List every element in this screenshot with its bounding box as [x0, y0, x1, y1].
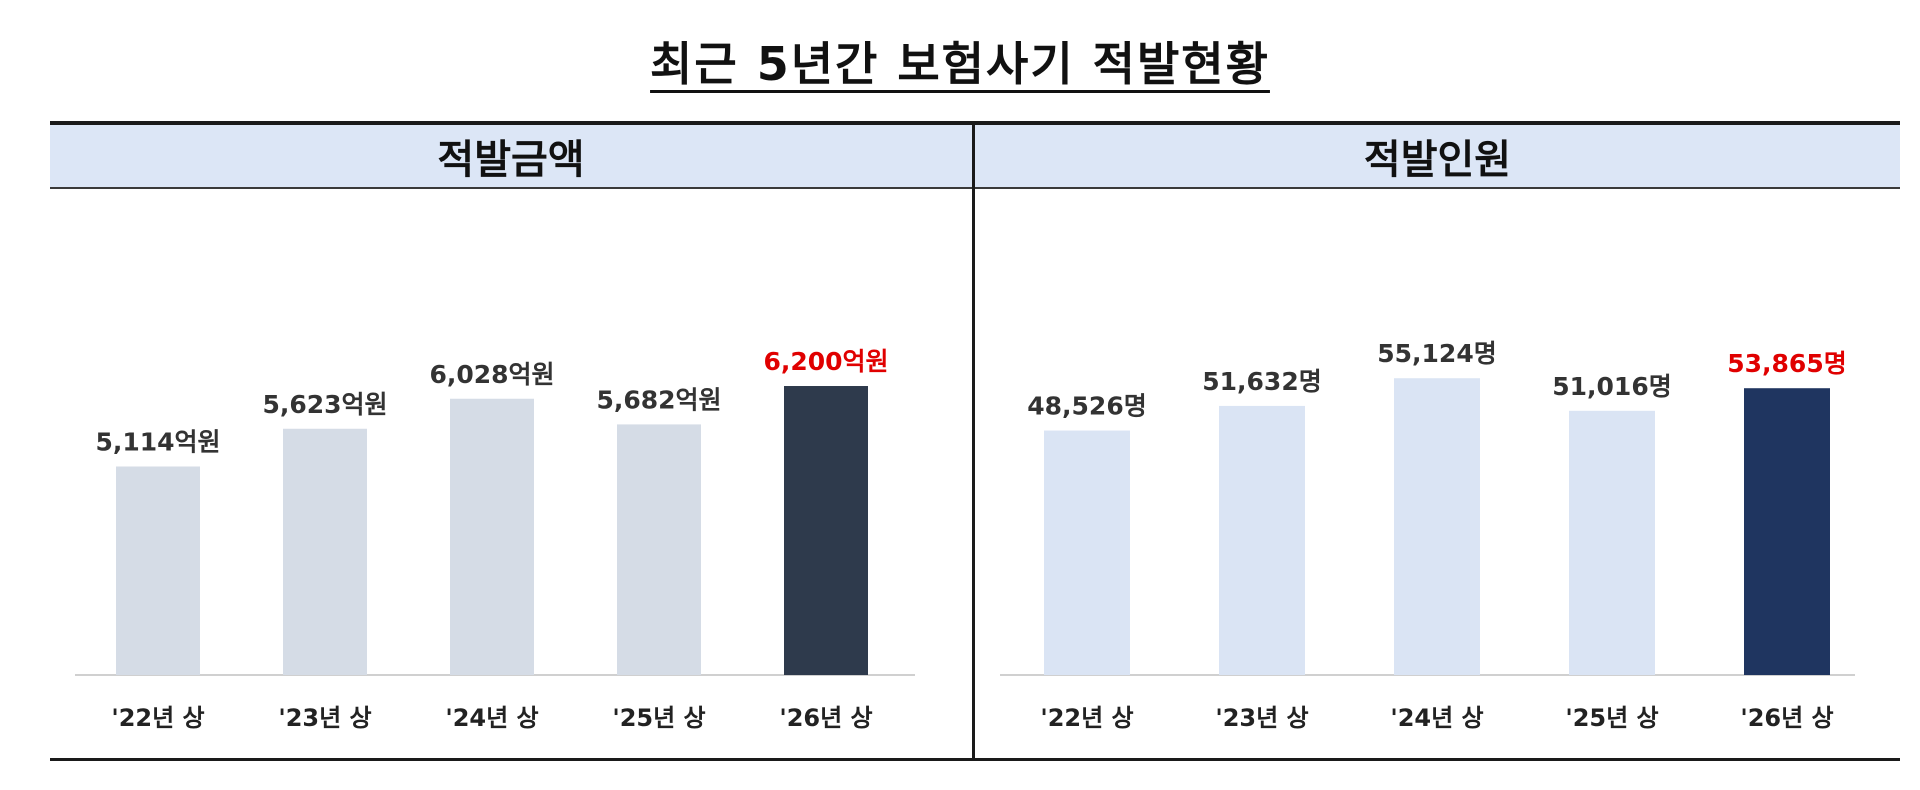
bar — [116, 466, 200, 675]
category-label: '25년 상 — [1565, 704, 1658, 732]
bar — [1394, 378, 1480, 675]
data-label: 5,682억원 — [596, 385, 721, 414]
data-label: 51,632명 — [1202, 367, 1321, 396]
amount-chart: 5,114억원 '22년 상 5,623억원 '23년 상 6,028억원 '24년 상 5… — [75, 347, 915, 732]
category-label: '26년 상 — [1740, 704, 1833, 732]
bar — [1569, 410, 1655, 675]
category-label: '25년 상 — [612, 704, 705, 732]
people-chart: 48,526명 '22년 상 51,632명 '23년 상 55,124명 '24년 상 5… — [1000, 339, 1855, 732]
category-label: '23년 상 — [1215, 704, 1308, 732]
data-label: 5,114억원 — [95, 427, 220, 456]
category-label: '22년 상 — [111, 704, 204, 732]
bar — [283, 428, 367, 675]
category-label: '24년 상 — [445, 704, 538, 732]
page-title-text: 최근 5년간 보험사기 적발현황 — [650, 37, 1270, 91]
category-label: '22년 상 — [1040, 704, 1133, 732]
data-label: 53,865명 — [1727, 349, 1846, 378]
data-label: 6,200억원 — [763, 347, 888, 376]
bar — [1744, 388, 1830, 675]
bar — [450, 398, 534, 675]
bar — [1044, 430, 1130, 675]
category-label: '26년 상 — [779, 704, 872, 732]
data-label: 6,028억원 — [429, 360, 554, 389]
bar — [617, 424, 701, 675]
top-rule — [50, 121, 1900, 125]
page-title: 최근 5년간 보험사기 적발현황 — [0, 28, 1920, 94]
category-label: '23년 상 — [278, 704, 371, 732]
data-label: 48,526명 — [1027, 392, 1146, 421]
data-label: 51,016명 — [1552, 372, 1671, 401]
category-label: '24년 상 — [1390, 704, 1483, 732]
panel-divider — [972, 121, 975, 761]
bottom-rule — [50, 758, 1900, 761]
people-panel-header: 적발인원 — [975, 125, 1900, 189]
amount-panel-header: 적발금액 — [50, 125, 972, 189]
data-label: 5,623억원 — [262, 390, 387, 419]
bar — [784, 386, 868, 675]
bar — [1219, 405, 1305, 675]
data-label: 55,124명 — [1377, 339, 1496, 368]
